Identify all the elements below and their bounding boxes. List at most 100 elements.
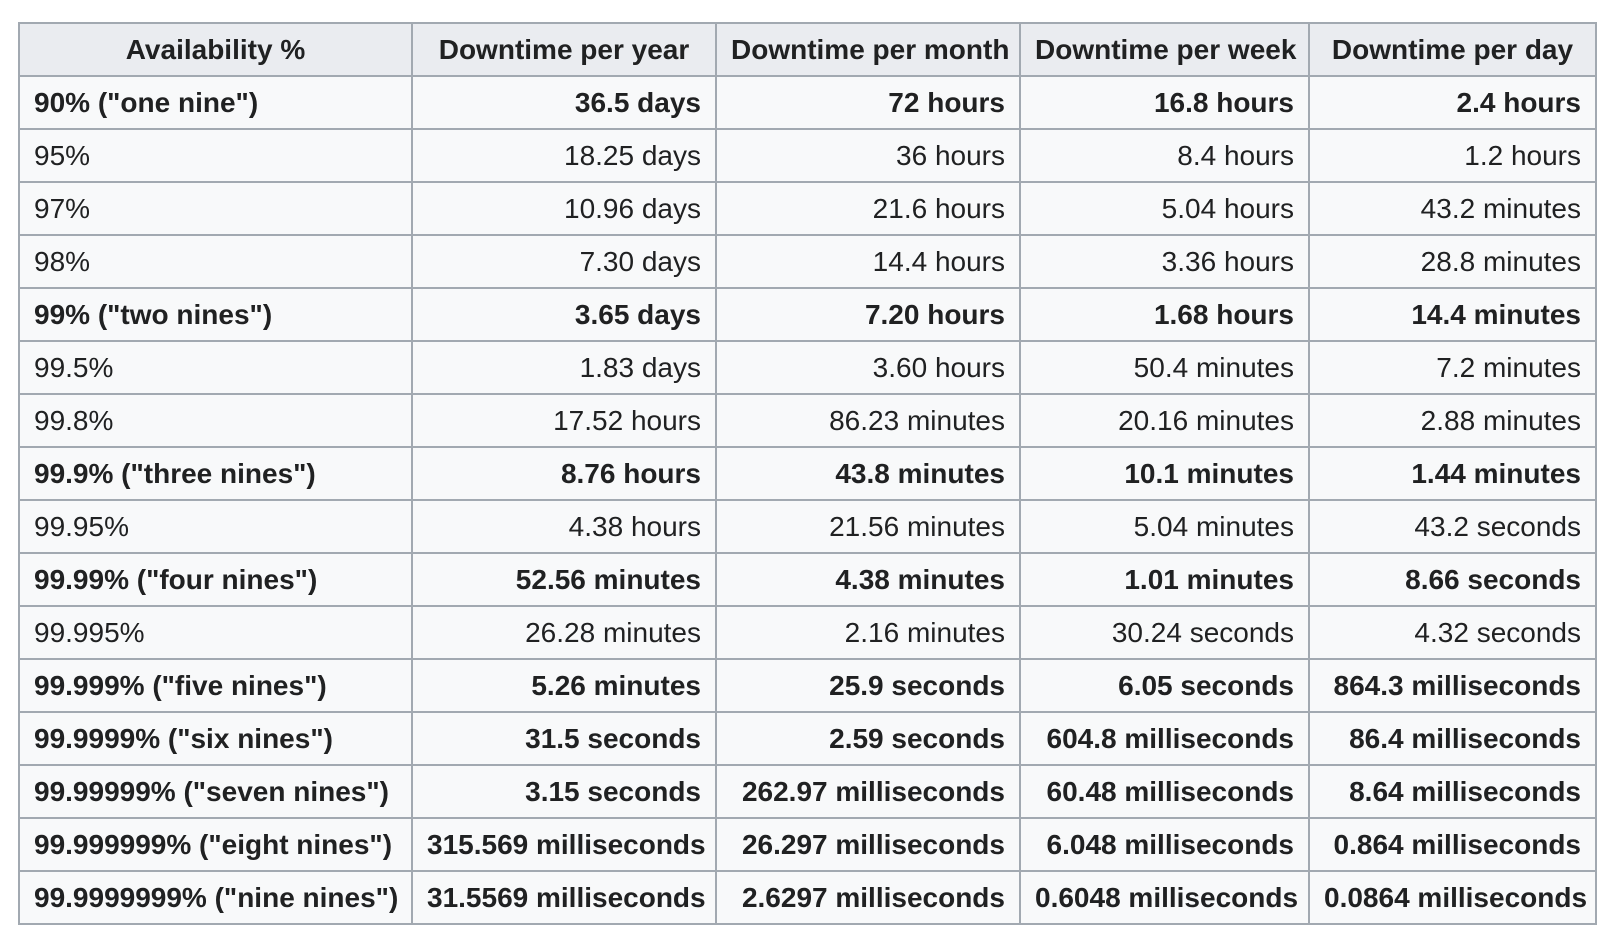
downtime-per-week-cell: 20.16 minutes [1019, 393, 1310, 448]
downtime-per-week-cell: 6.048 milliseconds [1019, 817, 1310, 872]
downtime-per-week-cell: 16.8 hours [1019, 75, 1310, 130]
downtime-per-week-cell: 604.8 milliseconds [1019, 711, 1310, 766]
availability-cell: 99.9999% ("six nines") [18, 711, 413, 766]
table-row: 99.95% 4.38 hours 21.56 minutes 5.04 minute… [18, 499, 1597, 554]
downtime-per-year-cell: 31.5569 milliseconds [411, 870, 717, 925]
downtime-per-month-cell: 4.38 minutes [715, 552, 1021, 607]
availability-cell: 99.999999% ("eight nines") [18, 817, 413, 872]
table-row: 99.99% ("four nines") 52.56 minutes 4.38 m… [18, 552, 1597, 607]
header-downtime-per-week: Downtime per week [1019, 22, 1310, 77]
availability-cell: 98% [18, 234, 413, 289]
downtime-per-year-cell: 31.5 seconds [411, 711, 717, 766]
downtime-per-month-cell: 14.4 hours [715, 234, 1021, 289]
downtime-per-month-cell: 7.20 hours [715, 287, 1021, 342]
downtime-per-day-cell: 2.88 minutes [1308, 393, 1597, 448]
table-row: 99% ("two nines") 3.65 days 7.20 hours 1.68… [18, 287, 1597, 342]
downtime-per-month-cell: 26.297 milliseconds [715, 817, 1021, 872]
downtime-per-day-cell: 86.4 milliseconds [1308, 711, 1597, 766]
availability-cell: 99.995% [18, 605, 413, 660]
downtime-per-week-cell: 8.4 hours [1019, 128, 1310, 183]
downtime-per-year-cell: 7.30 days [411, 234, 717, 289]
downtime-per-week-cell: 1.01 minutes [1019, 552, 1310, 607]
downtime-per-year-cell: 10.96 days [411, 181, 717, 236]
table-row: 99.9% ("three nines") 8.76 hours 43.8 minu… [18, 446, 1597, 501]
downtime-per-month-cell: 72 hours [715, 75, 1021, 130]
downtime-per-day-cell: 28.8 minutes [1308, 234, 1597, 289]
downtime-per-year-cell: 5.26 minutes [411, 658, 717, 713]
header-downtime-per-month: Downtime per month [715, 22, 1021, 77]
downtime-per-month-cell: 21.6 hours [715, 181, 1021, 236]
downtime-per-day-cell: 43.2 seconds [1308, 499, 1597, 554]
table-row: 99.9999999% ("nine nines") 31.5569 millis… [18, 870, 1597, 925]
availability-cell: 95% [18, 128, 413, 183]
downtime-per-week-cell: 30.24 seconds [1019, 605, 1310, 660]
header-availability: Availability % [18, 22, 413, 77]
header-row: Availability % Downtime per year Downtim… [18, 22, 1597, 77]
table-body: 90% ("one nine") 36.5 days 72 hours 16.8 ho… [18, 75, 1597, 925]
table-row: 98% 7.30 days 14.4 hours 3.36 hours 28.8 min… [18, 234, 1597, 289]
availability-cell: 97% [18, 181, 413, 236]
downtime-per-day-cell: 14.4 minutes [1308, 287, 1597, 342]
table-row: 97% 10.96 days 21.6 hours 5.04 hours 43.2 mi… [18, 181, 1597, 236]
table-row: 99.99999% ("seven nines") 3.15 seconds 262… [18, 764, 1597, 819]
downtime-per-week-cell: 0.6048 milliseconds [1019, 870, 1310, 925]
header-downtime-per-year: Downtime per year [411, 22, 717, 77]
table-row: 99.9999% ("six nines") 31.5 seconds 2.59 s… [18, 711, 1597, 766]
downtime-per-day-cell: 864.3 milliseconds [1308, 658, 1597, 713]
downtime-per-year-cell: 3.65 days [411, 287, 717, 342]
availability-cell: 99.99999% ("seven nines") [18, 764, 413, 819]
table-row: 99.999% ("five nines") 5.26 minutes 25.9 s… [18, 658, 1597, 713]
downtime-per-month-cell: 262.97 milliseconds [715, 764, 1021, 819]
downtime-per-month-cell: 21.56 minutes [715, 499, 1021, 554]
downtime-per-year-cell: 17.52 hours [411, 393, 717, 448]
downtime-per-year-cell: 3.15 seconds [411, 764, 717, 819]
downtime-per-week-cell: 60.48 milliseconds [1019, 764, 1310, 819]
availability-downtime-table: Availability % Downtime per year Downtim… [18, 22, 1597, 925]
downtime-per-year-cell: 18.25 days [411, 128, 717, 183]
availability-cell: 99.95% [18, 499, 413, 554]
availability-cell: 99.9999999% ("nine nines") [18, 870, 413, 925]
table-row: 95% 18.25 days 36 hours 8.4 hours 1.2 hours [18, 128, 1597, 183]
table-row: 99.999999% ("eight nines") 315.569 millis… [18, 817, 1597, 872]
table-row: 99.5% 1.83 days 3.60 hours 50.4 minutes 7.2 … [18, 340, 1597, 395]
downtime-per-day-cell: 8.66 seconds [1308, 552, 1597, 607]
table-row: 90% ("one nine") 36.5 days 72 hours 16.8 ho… [18, 75, 1597, 130]
downtime-per-month-cell: 2.6297 milliseconds [715, 870, 1021, 925]
table-row: 99.995% 26.28 minutes 2.16 minutes 30.24 se… [18, 605, 1597, 660]
downtime-per-week-cell: 10.1 minutes [1019, 446, 1310, 501]
downtime-per-year-cell: 4.38 hours [411, 499, 717, 554]
downtime-per-month-cell: 2.16 minutes [715, 605, 1021, 660]
downtime-per-week-cell: 5.04 hours [1019, 181, 1310, 236]
availability-cell: 90% ("one nine") [18, 75, 413, 130]
downtime-per-day-cell: 4.32 seconds [1308, 605, 1597, 660]
downtime-per-day-cell: 43.2 minutes [1308, 181, 1597, 236]
downtime-per-month-cell: 3.60 hours [715, 340, 1021, 395]
downtime-per-year-cell: 1.83 days [411, 340, 717, 395]
downtime-per-week-cell: 6.05 seconds [1019, 658, 1310, 713]
downtime-per-year-cell: 36.5 days [411, 75, 717, 130]
downtime-per-month-cell: 86.23 minutes [715, 393, 1021, 448]
downtime-per-day-cell: 1.44 minutes [1308, 446, 1597, 501]
downtime-per-month-cell: 2.59 seconds [715, 711, 1021, 766]
downtime-per-year-cell: 52.56 minutes [411, 552, 717, 607]
downtime-per-month-cell: 25.9 seconds [715, 658, 1021, 713]
downtime-per-year-cell: 315.569 milliseconds [411, 817, 717, 872]
availability-cell: 99.8% [18, 393, 413, 448]
downtime-per-day-cell: 2.4 hours [1308, 75, 1597, 130]
downtime-per-year-cell: 26.28 minutes [411, 605, 717, 660]
downtime-per-week-cell: 5.04 minutes [1019, 499, 1310, 554]
downtime-per-week-cell: 3.36 hours [1019, 234, 1310, 289]
downtime-per-day-cell: 1.2 hours [1308, 128, 1597, 183]
downtime-per-week-cell: 50.4 minutes [1019, 340, 1310, 395]
downtime-per-day-cell: 7.2 minutes [1308, 340, 1597, 395]
availability-cell: 99.9% ("three nines") [18, 446, 413, 501]
downtime-per-day-cell: 0.864 milliseconds [1308, 817, 1597, 872]
downtime-per-year-cell: 8.76 hours [411, 446, 717, 501]
downtime-per-week-cell: 1.68 hours [1019, 287, 1310, 342]
table-row: 99.8% 17.52 hours 86.23 minutes 20.16 minut… [18, 393, 1597, 448]
downtime-per-day-cell: 8.64 milliseconds [1308, 764, 1597, 819]
downtime-per-month-cell: 43.8 minutes [715, 446, 1021, 501]
availability-cell: 99.5% [18, 340, 413, 395]
downtime-per-month-cell: 36 hours [715, 128, 1021, 183]
